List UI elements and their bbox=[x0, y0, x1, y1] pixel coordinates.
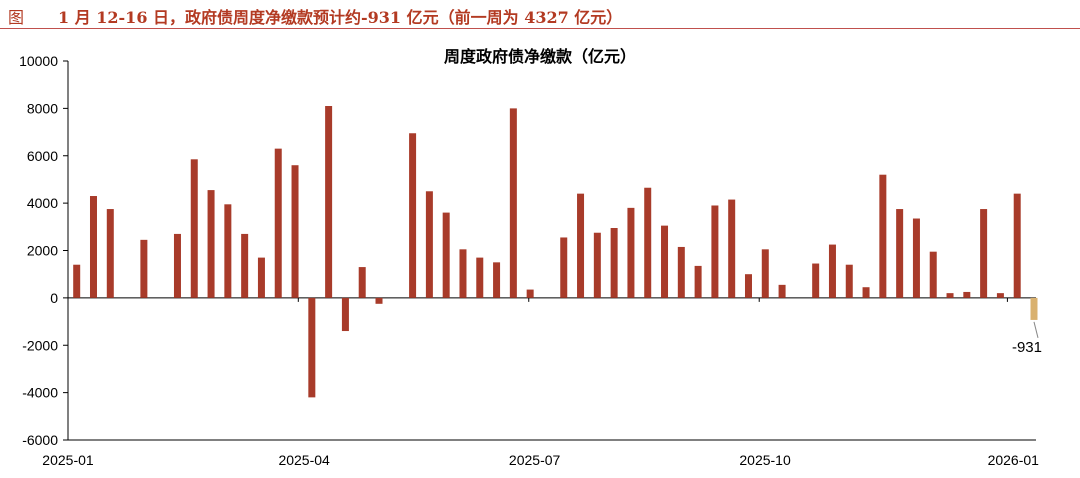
annotation-leader bbox=[1033, 321, 1039, 339]
bar bbox=[711, 205, 719, 298]
bar bbox=[644, 187, 652, 298]
bar bbox=[509, 108, 517, 298]
x-tick-label: 2025-07 bbox=[509, 452, 561, 468]
bar bbox=[207, 190, 215, 298]
bar bbox=[274, 148, 282, 298]
y-tick-label: 4000 bbox=[27, 195, 58, 211]
bar bbox=[845, 264, 853, 298]
bar bbox=[946, 293, 954, 298]
bar bbox=[173, 233, 181, 298]
bar bbox=[459, 249, 467, 298]
bar bbox=[89, 196, 97, 298]
x-tick-label: 2025-01 bbox=[42, 452, 94, 468]
bar bbox=[980, 209, 988, 298]
bar bbox=[577, 193, 585, 298]
bar bbox=[341, 297, 349, 332]
bar-chart: 周度政府债净缴款（亿元） -6000 -4000 -2000 0 2000 4000 600… bbox=[19, 47, 1042, 468]
bar bbox=[862, 287, 870, 298]
bar bbox=[828, 244, 836, 298]
bar bbox=[291, 165, 299, 298]
chart-title: 周度政府债净缴款（亿元） bbox=[444, 47, 636, 66]
bar bbox=[560, 237, 568, 298]
bar bbox=[526, 289, 534, 298]
bar bbox=[358, 267, 366, 298]
bar bbox=[996, 293, 1004, 298]
y-tick-label: -6000 bbox=[22, 432, 58, 448]
bar bbox=[375, 297, 383, 304]
bar bbox=[241, 233, 249, 298]
bar-highlight bbox=[1030, 297, 1038, 320]
bar bbox=[140, 239, 148, 298]
y-tick-label: 8000 bbox=[27, 100, 58, 116]
y-tick-label: 6000 bbox=[27, 148, 58, 164]
bar bbox=[190, 159, 198, 298]
bar-series bbox=[73, 106, 1038, 398]
bar bbox=[963, 291, 971, 298]
bar bbox=[1013, 193, 1021, 298]
x-axis: 2025-01 2025-04 2025-07 2025-10 2026-01 bbox=[42, 297, 1040, 468]
x-tick-label: 2026-01 bbox=[988, 452, 1040, 468]
bar bbox=[929, 251, 937, 298]
bar bbox=[728, 199, 736, 298]
y-tick-label: -2000 bbox=[22, 337, 58, 353]
y-tick-label: 0 bbox=[50, 290, 58, 306]
bar bbox=[442, 212, 450, 298]
bar bbox=[308, 297, 316, 398]
bar bbox=[896, 209, 904, 298]
bar bbox=[694, 265, 702, 298]
bar bbox=[661, 225, 669, 298]
figure-tag: 图 bbox=[8, 8, 25, 27]
bar bbox=[677, 246, 685, 298]
bar bbox=[493, 262, 501, 298]
bar bbox=[610, 228, 618, 298]
x-tick-label: 2025-10 bbox=[739, 452, 791, 468]
figure-caption: 1 月 12-16 日，政府债周度净缴款预计约-931 亿元（前一周为 4327… bbox=[58, 8, 623, 27]
bar bbox=[879, 174, 887, 298]
bar bbox=[73, 264, 81, 298]
bar bbox=[325, 106, 333, 298]
figure-header: 图 1 月 12-16 日，政府债周度净缴款预计约-931 亿元（前一周为 43… bbox=[0, 0, 1080, 29]
header-rule bbox=[0, 28, 1080, 29]
bar bbox=[778, 284, 786, 298]
bar bbox=[257, 257, 265, 298]
y-tick-label: -4000 bbox=[22, 385, 58, 401]
x-tick-label: 2025-04 bbox=[278, 452, 330, 468]
bar bbox=[912, 218, 920, 298]
bar bbox=[744, 274, 752, 298]
y-tick-label: 10000 bbox=[19, 53, 58, 69]
bar bbox=[224, 204, 232, 298]
bar bbox=[627, 207, 635, 298]
y-tick-label: 2000 bbox=[27, 243, 58, 259]
bar bbox=[593, 232, 601, 298]
bar bbox=[476, 257, 484, 298]
annotation-label: -931 bbox=[1012, 339, 1042, 356]
y-axis: -6000 -4000 -2000 0 2000 4000 6000 8000 10000 bbox=[19, 53, 69, 448]
bar bbox=[106, 209, 114, 298]
annotations: -931 bbox=[1012, 321, 1042, 356]
bar bbox=[409, 133, 417, 298]
bar bbox=[425, 191, 433, 298]
bar bbox=[812, 263, 820, 298]
bar bbox=[761, 249, 769, 298]
